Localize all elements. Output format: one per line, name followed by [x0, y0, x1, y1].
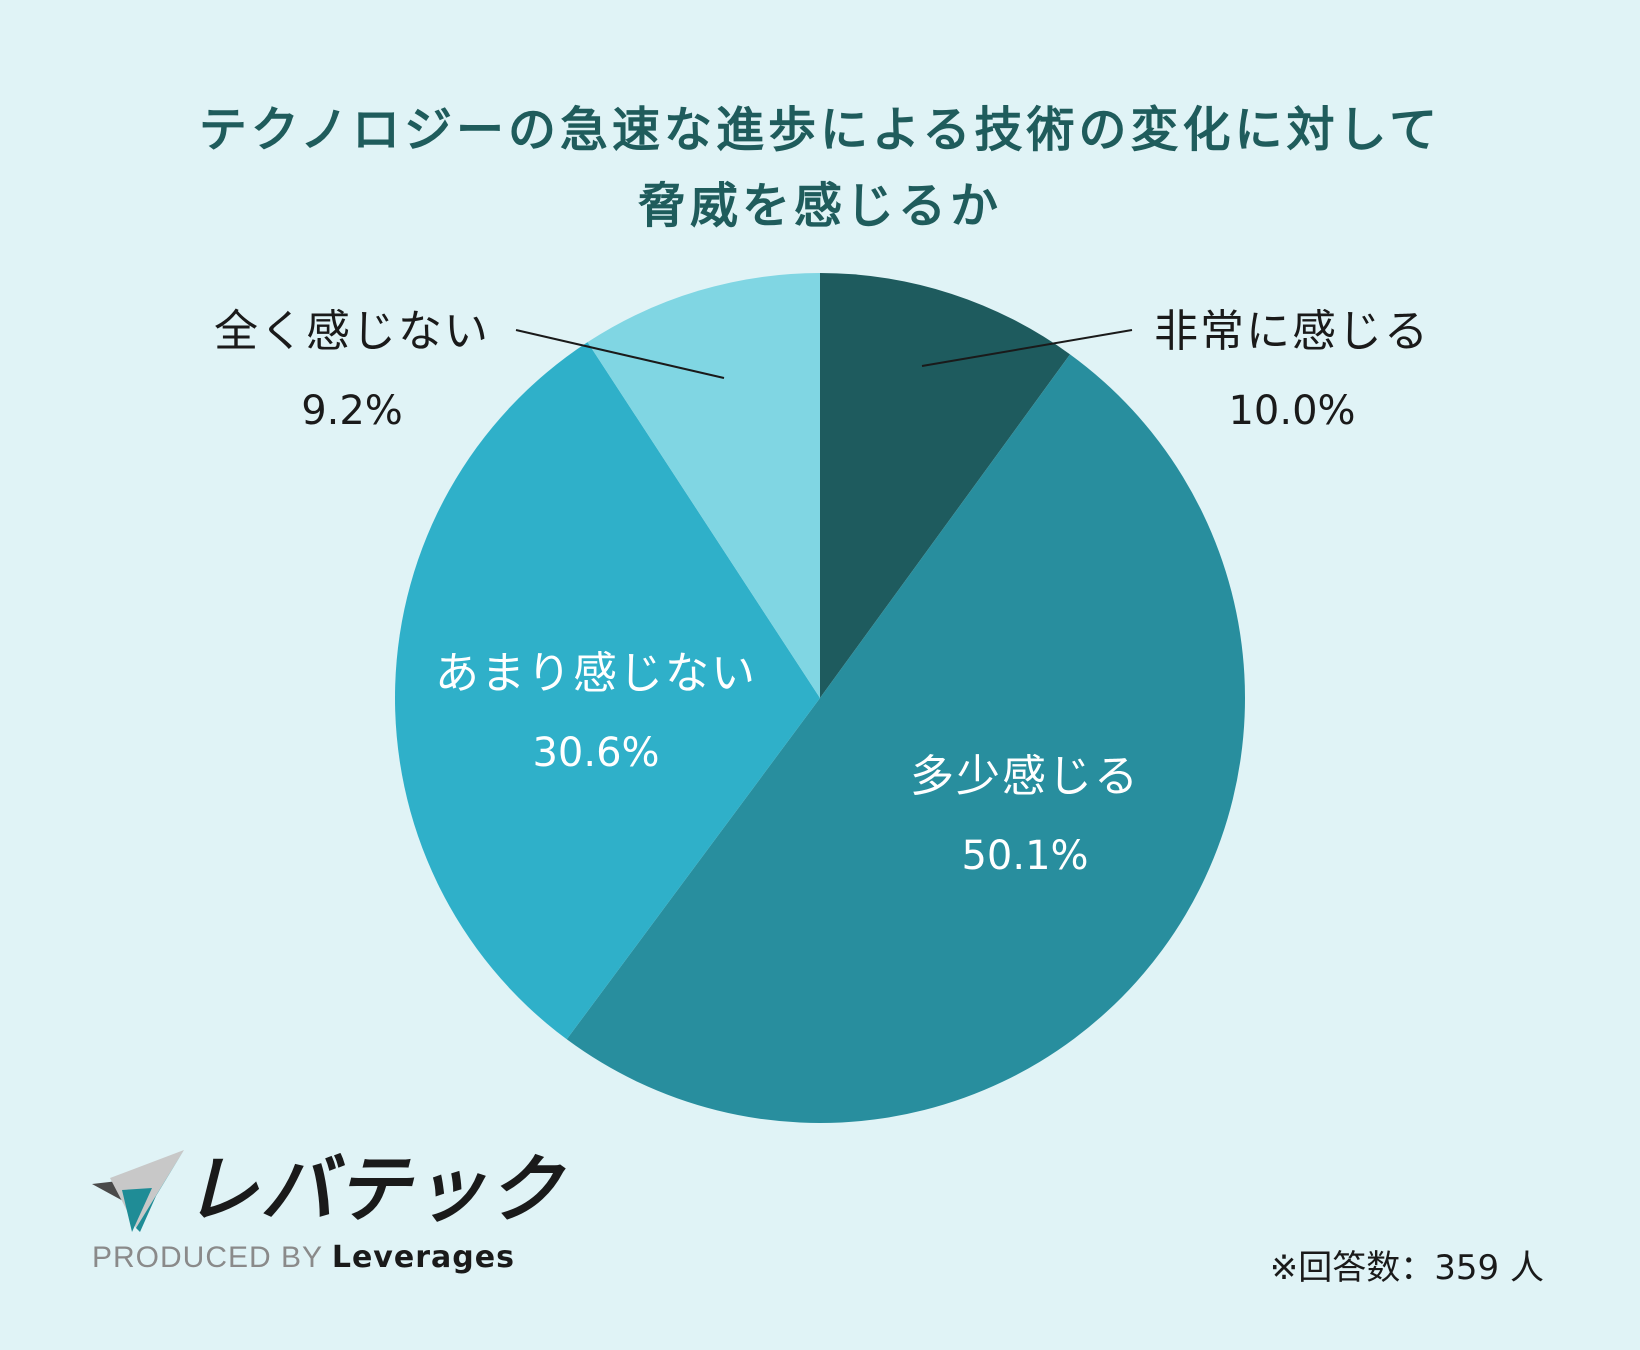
slice-label-2: 多少感じる — [910, 751, 1140, 802]
produced-by-line: PRODUCED BY Leverages — [92, 1240, 515, 1275]
chart-title-line2: 脅威を感じるか — [637, 178, 1002, 234]
respondent-count-note: ※回答数：359 人 — [1269, 1248, 1544, 1288]
slice-label-4: 全く感じない — [214, 306, 490, 357]
produced-by-label: PRODUCED BY — [92, 1241, 323, 1274]
chart-title: テクノロジーの急速な進歩による技術の変化に対して 脅威を感じるか — [0, 92, 1640, 244]
leader-line-4 — [515, 329, 725, 379]
slice-value-1: 10.0% — [1228, 388, 1355, 434]
logo-mark-icon — [92, 1150, 184, 1232]
pie-slice-3 — [395, 342, 820, 1040]
pie-slice-1 — [820, 273, 1071, 698]
company-name: Leverages — [331, 1240, 515, 1275]
pie-slice-4 — [587, 273, 820, 698]
brand-logo: レバテック PRODUCED BY Leverages — [92, 1140, 562, 1280]
slice-label-1: 非常に感じる — [1154, 306, 1430, 357]
chart-title-line1: テクノロジーの急速な進歩による技術の変化に対して — [198, 102, 1442, 158]
brand-name: レバテック — [184, 1147, 564, 1233]
slice-value-3: 30.6% — [532, 730, 659, 776]
slice-value-4: 9.2% — [301, 388, 403, 434]
pie-slice-2 — [566, 354, 1246, 1124]
slice-value-2: 50.1% — [961, 833, 1088, 879]
leader-line-1 — [921, 329, 1133, 367]
slice-label-3: あまり感じない — [435, 648, 757, 699]
